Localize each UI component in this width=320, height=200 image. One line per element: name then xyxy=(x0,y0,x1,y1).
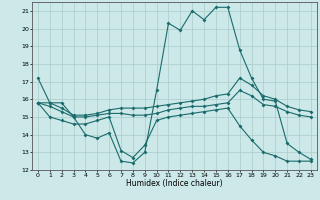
X-axis label: Humidex (Indice chaleur): Humidex (Indice chaleur) xyxy=(126,179,223,188)
